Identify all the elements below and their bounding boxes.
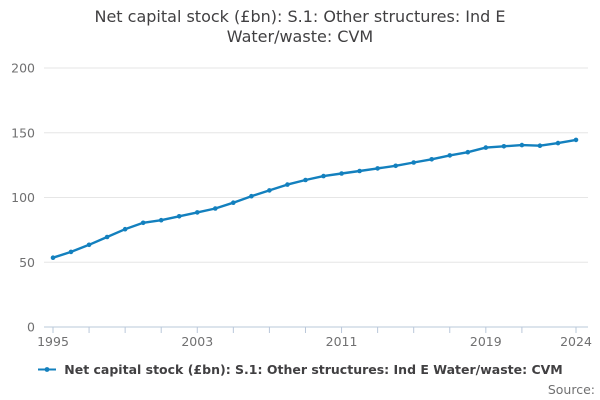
data-point-1995[interactable] xyxy=(50,255,56,260)
x-axis-label-2011: 2011 xyxy=(326,334,358,349)
x-axis-label-2024: 2024 xyxy=(560,334,592,349)
data-point-2020[interactable] xyxy=(501,144,507,149)
data-point-2013[interactable] xyxy=(375,166,380,171)
chart-title: Net capital stock (£bn): S.1: Other stru… xyxy=(0,7,600,47)
data-point-2022[interactable] xyxy=(537,143,543,148)
data-point-2002[interactable] xyxy=(176,214,182,219)
data-point-1997[interactable] xyxy=(86,242,92,248)
data-point-2009[interactable] xyxy=(303,177,308,183)
data-point-2005[interactable] xyxy=(231,200,236,205)
data-point-2000[interactable] xyxy=(140,220,146,226)
data-point-2011[interactable] xyxy=(339,171,344,176)
y-axis-label-0: 0 xyxy=(27,320,35,335)
data-line xyxy=(51,138,578,259)
source-note: Source: xyxy=(547,382,595,397)
data-point-2023[interactable] xyxy=(555,140,561,146)
data-point-2016[interactable] xyxy=(429,157,435,162)
data-point-2015[interactable] xyxy=(411,160,417,165)
data-point-2021[interactable] xyxy=(519,142,525,148)
y-axis-label-50: 50 xyxy=(19,255,35,270)
y-axis-label-150: 150 xyxy=(11,125,35,140)
y-axis-label-200: 200 xyxy=(11,61,35,76)
data-point-2014[interactable] xyxy=(393,163,399,169)
y-axis-label-100: 100 xyxy=(11,190,35,205)
legend-item-label[interactable]: Net capital stock (£bn): S.1: Other stru… xyxy=(64,362,563,377)
data-point-2006[interactable] xyxy=(249,193,254,199)
data-point-2010[interactable] xyxy=(321,173,326,179)
data-point-2004[interactable] xyxy=(213,206,218,211)
data-point-1996[interactable] xyxy=(68,249,74,255)
chart-svg: 0 50 100 150 200 1995 2003 2011 2019 2024 xyxy=(11,61,592,350)
data-point-2003[interactable] xyxy=(195,210,200,215)
data-point-2018[interactable] xyxy=(465,149,471,155)
data-point-2017[interactable] xyxy=(447,153,453,158)
x-axis-label-1995: 1995 xyxy=(37,334,69,349)
data-point-2001[interactable] xyxy=(158,217,164,223)
data-point-2019[interactable] xyxy=(483,145,489,150)
x-axis-label-2003: 2003 xyxy=(181,334,213,349)
chart-title-line-1: Net capital stock (£bn): S.1: Other stru… xyxy=(94,7,506,26)
data-point-2012[interactable] xyxy=(357,168,362,174)
legend-dot xyxy=(44,367,50,372)
x-axis-label-2019: 2019 xyxy=(470,334,502,349)
legend: Net capital stock (£bn): S.1: Other stru… xyxy=(0,362,600,377)
data-point-2007[interactable] xyxy=(267,188,272,193)
data-point-1998[interactable] xyxy=(104,234,110,240)
data-point-2024[interactable] xyxy=(573,137,579,143)
legend-line-marker-icon xyxy=(38,367,57,372)
data-point-1999[interactable] xyxy=(122,226,128,232)
chart-title-line-2: Water/waste: CVM xyxy=(226,27,374,46)
data-point-2008[interactable] xyxy=(285,182,290,187)
